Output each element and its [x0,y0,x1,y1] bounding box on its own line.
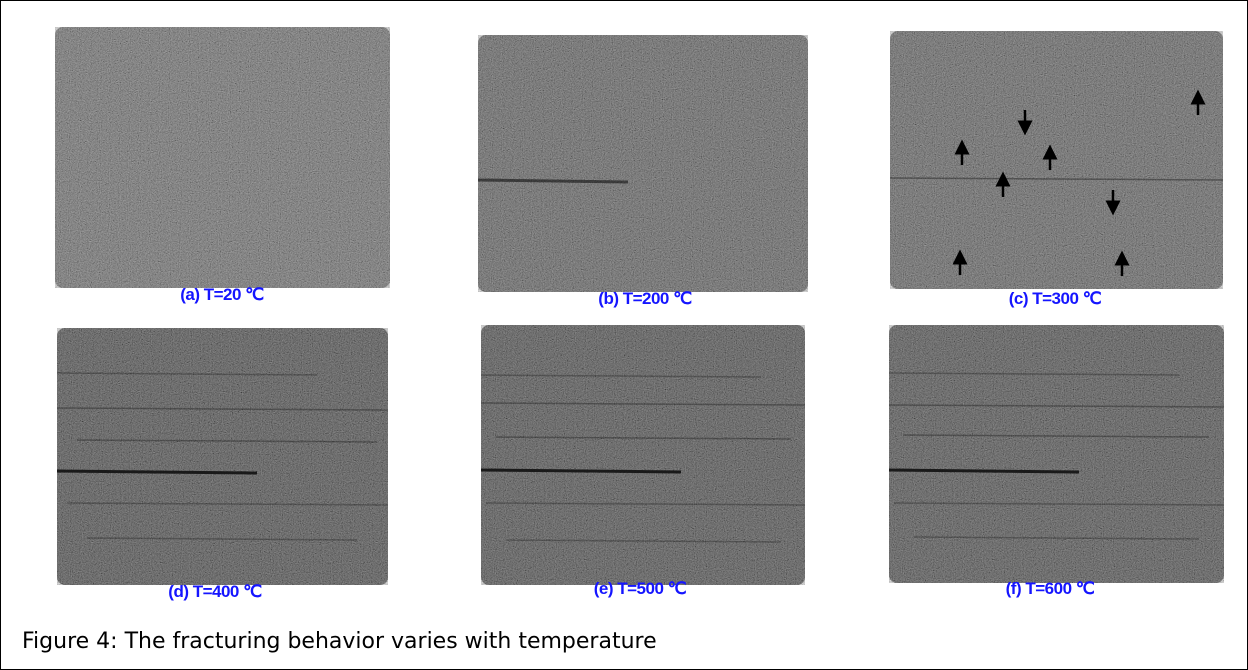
image-texture [889,325,1224,583]
panel-caption: (a) T=20 ℃ [180,285,264,304]
ct-image [477,35,808,292]
panel-caption: (b) T=200 ℃ [598,289,692,308]
panel-caption: (d) T=400 ℃ [168,582,262,601]
crack [66,502,389,506]
image-texture [481,325,805,585]
image-texture [478,35,808,292]
crack [477,178,629,184]
crack [56,407,389,411]
crack [86,537,358,541]
crack [480,468,682,474]
image-texture [57,328,388,585]
crack [888,404,1225,408]
ct-image [55,27,390,288]
crack [888,468,1080,474]
crack [485,502,806,506]
crack [505,539,782,543]
crack [903,434,1210,438]
crack [889,177,1224,181]
figure-caption: Figure 4: The fracturing behavior varies… [22,629,657,654]
crack [888,372,1180,376]
crack [56,469,258,475]
ct-image [888,325,1225,583]
panel-caption: (e) T=500 ℃ [594,579,687,598]
image-texture [55,27,390,288]
panel-caption: (f) T=600 ℃ [1006,579,1095,598]
ct-image [56,328,389,585]
crack [480,402,806,406]
image-texture [890,31,1223,289]
ct-image [480,325,806,585]
panel-caption: (c) T=300 ℃ [1009,289,1102,308]
crack [56,372,318,376]
crack [495,436,792,440]
crack [913,536,1200,540]
crack [76,439,378,443]
crack [480,374,762,378]
crack [893,502,1225,506]
ct-image [889,31,1224,289]
